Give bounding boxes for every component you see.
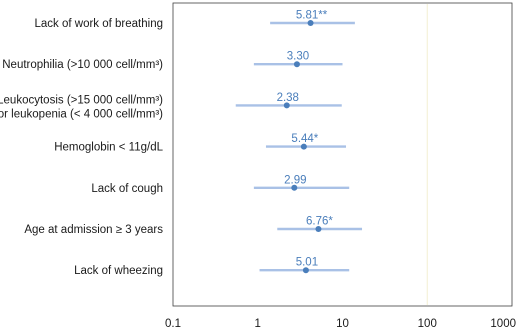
- plot-marks: 5.81** 3.30 2.38 5.44* 2.99 6.76* 5.01: [235, 10, 363, 274]
- value-label: 2.38: [277, 92, 299, 104]
- row-label: or leukopenia (< 4 000 cell/mm³): [0, 108, 163, 120]
- row-label: Hemoglobin < 11g/dL: [54, 142, 163, 154]
- value-label: 6.76*: [306, 216, 333, 228]
- point-estimate: [283, 102, 290, 109]
- point-estimate: [302, 267, 309, 274]
- point-estimate: [300, 143, 307, 150]
- x-axis-ticks: 0.1 1 10 100 1000: [165, 318, 516, 329]
- row-labels: Lack of work of breathing Neutrophilia (>…: [0, 18, 164, 277]
- point-estimate: [293, 61, 300, 68]
- row-label: Lack of wheezing: [74, 265, 163, 277]
- point-estimate: [315, 226, 322, 232]
- row-label: Lack of work of breathing: [35, 18, 164, 30]
- value-label: 5.01: [296, 257, 318, 269]
- x-tick-label: 100: [418, 318, 437, 329]
- row-label: Neutrophilia (>10 000 cell/mm³): [2, 59, 163, 71]
- row-label: Lack of cough: [91, 183, 163, 195]
- value-label: 5.44*: [291, 133, 318, 145]
- value-label: 2.99: [284, 174, 306, 186]
- point-estimate: [291, 184, 298, 191]
- point-estimate: [307, 20, 314, 26]
- x-tick-label: 10: [336, 318, 349, 329]
- x-tick-label: 0.1: [165, 318, 181, 329]
- x-tick-label: 1: [255, 318, 261, 329]
- row-label: Age at admission ≥ 3 years: [24, 224, 163, 236]
- x-tick-label: 1000: [490, 318, 516, 329]
- value-label: 3.30: [287, 51, 309, 63]
- value-label: 5.81**: [296, 10, 328, 22]
- row-label: Leukocytosis (>15 000 cell/mm³): [0, 94, 163, 106]
- plot-frame: [172, 2, 513, 307]
